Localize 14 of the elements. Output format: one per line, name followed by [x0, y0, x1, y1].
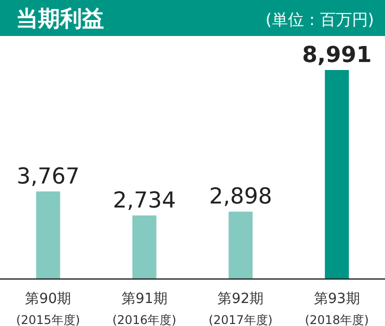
bar	[228, 212, 253, 279]
chart-subtitle: (単位：百万円)	[266, 10, 374, 29]
x-tick-label: 第90期 (2015年度)	[16, 291, 80, 326]
x-tick-label: 第93期 (2018年度)	[304, 291, 369, 326]
bar	[132, 215, 156, 279]
bar	[36, 191, 60, 279]
data-label: 3,767	[16, 164, 80, 190]
x-tick-label: 第91期 (2016年度)	[112, 291, 176, 326]
data-label: 2,734	[112, 188, 176, 214]
x-tick-label: 第92期 (2017年度)	[208, 291, 273, 326]
chart-title: 当期利益	[16, 7, 104, 32]
bar	[324, 70, 349, 279]
data-label: 2,898	[209, 184, 272, 210]
data-label: 8,991	[302, 43, 372, 68]
